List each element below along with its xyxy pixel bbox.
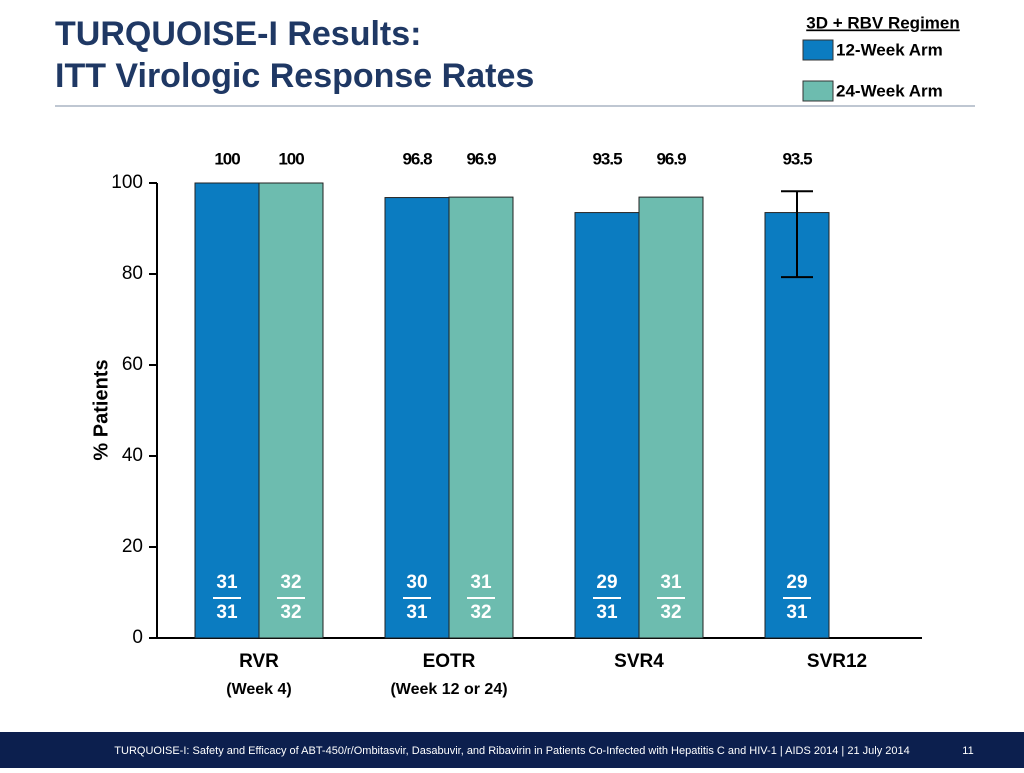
- y-tick-label: 80: [122, 263, 143, 284]
- fraction-denominator: 31: [406, 602, 428, 623]
- legend-title: 3D + RBV Regimen: [806, 13, 960, 32]
- y-tick-label: 100: [111, 172, 143, 193]
- value-label: 96.9: [466, 149, 496, 168]
- fraction-denominator: 31: [786, 602, 808, 623]
- bar: [764, 212, 830, 639]
- fraction-denominator: 31: [216, 602, 238, 623]
- legend-swatch: [802, 80, 834, 102]
- y-tick-label: 60: [122, 354, 143, 375]
- x-tick-sublabel: (Week 12 or 24): [390, 681, 507, 698]
- bar: [448, 196, 514, 639]
- bar: [574, 212, 640, 639]
- title-line: TURQUOISE-I Results:: [55, 15, 421, 53]
- fraction-numerator: 31: [216, 572, 238, 593]
- x-tick-label: RVR: [239, 651, 279, 672]
- bar: [638, 196, 704, 639]
- value-label: 93.5: [782, 149, 812, 168]
- fraction-numerator: 30: [406, 572, 427, 593]
- x-tick-label: SVR12: [807, 651, 867, 672]
- fraction-numerator: 31: [660, 572, 682, 593]
- value-label: 100: [278, 149, 304, 168]
- legend-label: 24-Week Arm: [836, 81, 943, 100]
- fraction-numerator: 29: [596, 572, 617, 593]
- y-tick-label: 40: [122, 445, 143, 466]
- fraction-denominator: 32: [470, 602, 491, 623]
- value-label: 96.9: [656, 149, 686, 168]
- y-tick-label: 20: [122, 536, 143, 557]
- value-label: 96.8: [402, 149, 432, 168]
- fraction-denominator: 32: [660, 602, 681, 623]
- bar: [258, 182, 324, 639]
- title-line: ITT Virologic Response Rates: [55, 57, 534, 95]
- page-number: 11: [962, 745, 973, 757]
- footer-text: TURQUOISE-I: Safety and Efficacy of ABT-…: [114, 745, 909, 757]
- x-tick-label: EOTR: [423, 651, 476, 672]
- y-axis-label: % Patients: [90, 359, 112, 460]
- bar: [194, 182, 260, 639]
- x-tick-sublabel: (Week 4): [226, 681, 292, 698]
- fraction-denominator: 32: [280, 602, 301, 623]
- fraction-numerator: 29: [786, 572, 807, 593]
- fraction-numerator: 31: [470, 572, 492, 593]
- fraction-numerator: 32: [280, 572, 301, 593]
- legend-label: 12-Week Arm: [836, 40, 943, 59]
- value-label: 93.5: [592, 149, 622, 168]
- y-tick-label: 0: [132, 627, 143, 648]
- legend-swatch: [802, 39, 834, 61]
- fraction-denominator: 31: [596, 602, 618, 623]
- value-label: 100: [214, 149, 240, 168]
- x-tick-label: SVR4: [614, 651, 664, 672]
- footer-band: [0, 732, 1024, 768]
